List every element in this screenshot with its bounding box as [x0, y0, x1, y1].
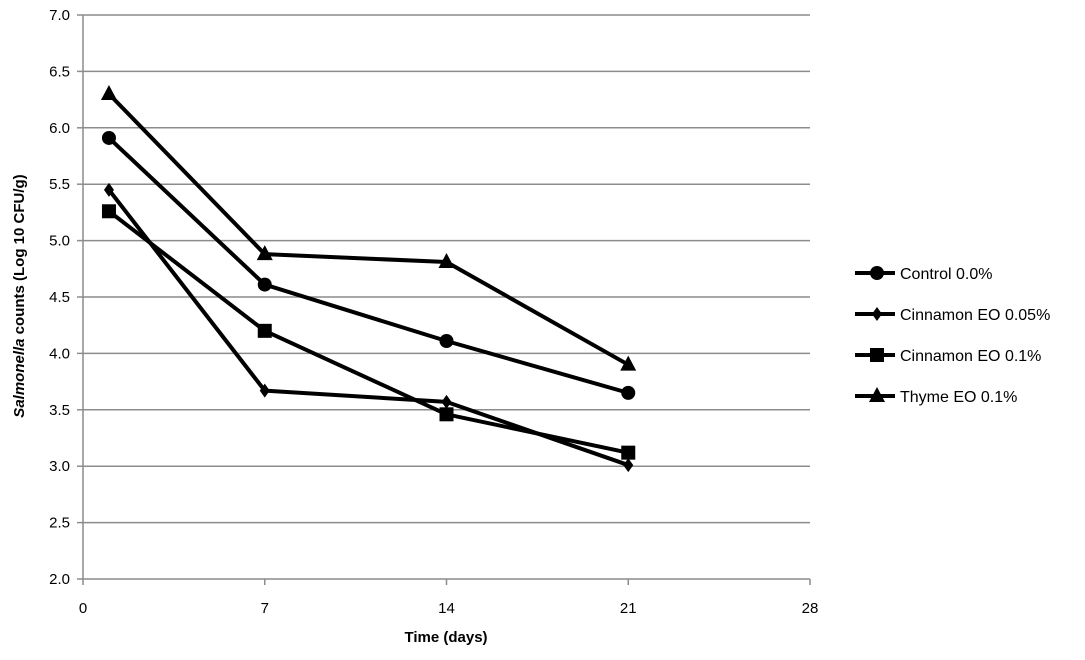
x-tick-label: 14 [438, 600, 455, 617]
data-point-circle [257, 277, 272, 292]
data-point-diamond [103, 182, 114, 197]
data-point-square [621, 445, 636, 460]
legend-label: Thyme EO 0.1% [900, 389, 1017, 406]
x-tick-label: 0 [79, 600, 87, 617]
y-axis-title: Salmonella counts (Log 10 CFU/g) [11, 174, 28, 417]
legend-item: Cinnamon EO 0.1% [855, 348, 1041, 365]
axes [82, 15, 811, 585]
data-point-square [101, 204, 116, 219]
legend-marker-triangle [869, 387, 885, 402]
y-tick-label: 5.0 [49, 233, 70, 250]
series-1 [101, 130, 636, 400]
data-point-triangle [100, 84, 117, 100]
series-3 [101, 204, 636, 460]
data-point-triangle [438, 253, 455, 269]
data-point-triangle [620, 355, 637, 371]
data-point-square [439, 407, 454, 422]
data-point-triangle [256, 245, 273, 261]
legend-marker-diamond [872, 307, 882, 321]
y-tick-label: 7.0 [49, 7, 70, 24]
legend-marker-square [870, 348, 884, 362]
series-line [107, 92, 630, 367]
data-point-diamond [259, 383, 270, 398]
data-point-circle [101, 130, 116, 145]
y-tick-label: 3.5 [49, 402, 70, 419]
x-tick-labels: 0 7 14 21 28 [79, 600, 819, 617]
legend-item: Cinnamon EO 0.05% [855, 307, 1050, 324]
y-tick-label: 6.0 [49, 120, 70, 137]
legend-item: Thyme EO 0.1% [855, 387, 1017, 406]
x-axis-title: Time (days) [404, 629, 487, 646]
y-tick-label: 3.0 [49, 458, 70, 475]
legend-label: Cinnamon EO 0.05% [900, 307, 1050, 324]
series-line [107, 209, 629, 455]
y-axis-title-rest: counts (Log 10 CFU/g) [11, 174, 28, 338]
data-point-square [257, 323, 272, 338]
y-tick-label: 5.5 [49, 176, 70, 193]
x-tick-label: 7 [261, 600, 269, 617]
y-axis-title-italic: Salmonella [11, 338, 28, 417]
data-point-diamond [441, 394, 452, 409]
series-4 [100, 84, 637, 371]
y-tick-label: 4.0 [49, 345, 70, 362]
legend-marker-circle [870, 266, 884, 280]
x-tick-label: 28 [802, 600, 819, 617]
series-2 [103, 182, 634, 473]
y-tick-label: 6.5 [49, 63, 70, 80]
y-tick-label: 2.5 [49, 515, 70, 532]
legend: Control 0.0% Cinnamon EO 0.05% Cinnamon EO… [855, 266, 1050, 406]
y-tick-label: 2.0 [49, 571, 70, 588]
series-line [107, 136, 629, 395]
legend-label: Cinnamon EO 0.1% [900, 348, 1041, 365]
gridlines [77, 14, 810, 580]
legend-item: Control 0.0% [855, 266, 993, 283]
x-tick-label: 21 [620, 600, 637, 617]
data-point-diamond [623, 458, 634, 473]
y-tick-labels: 2.0 2.5 3.0 3.5 4.0 4.5 5.0 5.5 6.0 6.5 7.0 [49, 7, 70, 588]
legend-label: Control 0.0% [900, 266, 993, 283]
data-point-circle [621, 385, 636, 400]
data-point-circle [439, 333, 454, 348]
y-tick-label: 4.5 [49, 289, 70, 306]
series-line [107, 188, 629, 467]
series-group [100, 84, 637, 473]
